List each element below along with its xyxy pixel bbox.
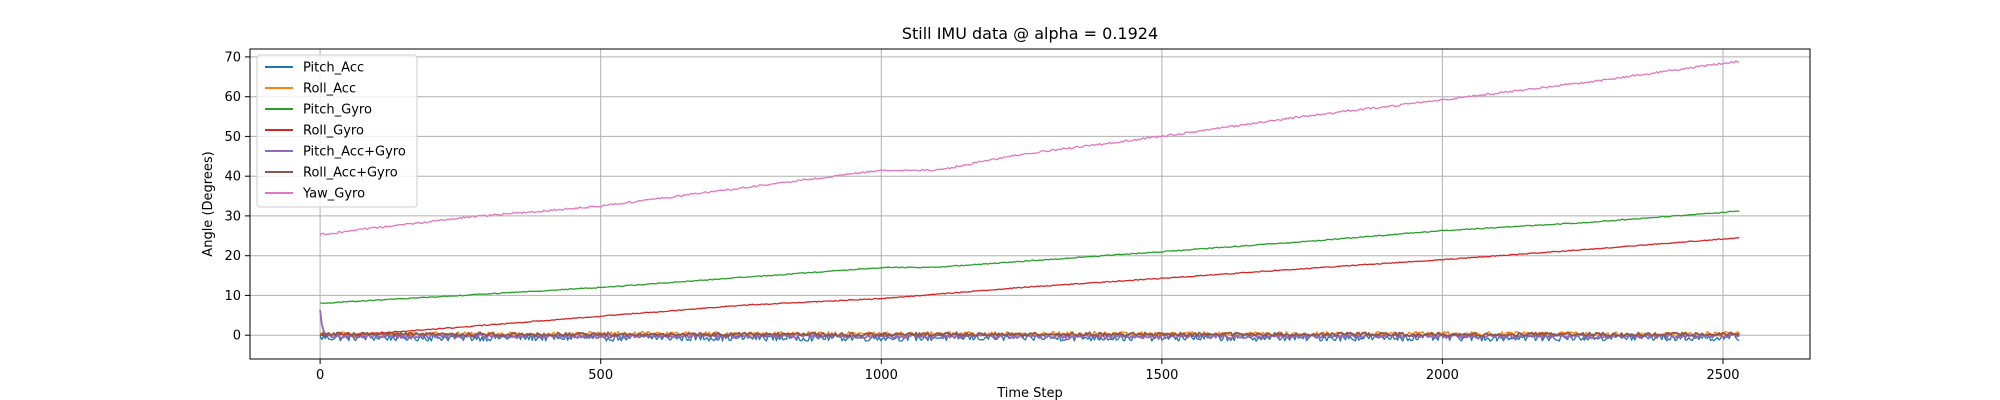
- series-line-pitch-gyro: [320, 210, 1740, 305]
- y-axis-label: Angle (Degrees): [201, 151, 216, 256]
- y-tick-label: 30: [224, 209, 241, 224]
- series-line-yaw-gyro: [319, 60, 1740, 236]
- y-tick-label: 50: [224, 130, 241, 145]
- y-tick-label: 10: [224, 289, 241, 304]
- legend-items: Pitch_Acc Roll_Acc Pitch_Gyro Roll_Gyro Pitc…: [265, 61, 406, 202]
- legend-label: Yaw_Gyro: [302, 187, 365, 202]
- legend-label: Roll_Gyro: [303, 124, 364, 139]
- y-tick-label: 20: [224, 249, 241, 264]
- x-axis-label: Time Step: [996, 386, 1063, 400]
- series-lines: [319, 60, 1741, 342]
- legend-label: Pitch_Gyro: [303, 103, 372, 118]
- y-tick-label: 0: [233, 329, 241, 344]
- legend-label: Pitch_Acc+Gyro: [303, 145, 406, 160]
- x-tick-label: 0: [316, 368, 324, 383]
- x-tick-label: 2000: [1426, 368, 1459, 383]
- legend-box: [256, 54, 418, 208]
- legend-label: Pitch_Acc: [303, 61, 364, 76]
- series-line-roll-gyro: [319, 237, 1740, 337]
- x-tick-label: 1000: [865, 368, 898, 383]
- y-tick-label: 70: [224, 50, 241, 65]
- legend-label: Roll_Acc+Gyro: [303, 166, 398, 181]
- legend: Pitch_Acc Roll_Acc Pitch_Gyro Roll_Gyro Pitc…: [256, 54, 418, 208]
- x-tick-label: 1500: [1145, 368, 1178, 383]
- axis-ticks: 0 500 1000 1500 2000 2500 0 10 20 30 40 50 60 70: [224, 50, 1739, 383]
- y-tick-label: 60: [224, 90, 241, 105]
- series-line-roll-acc-gyro: [319, 331, 1741, 338]
- chart-title: Still IMU data @ alpha = 0.1924: [902, 24, 1158, 43]
- plot-frame: [249, 48, 1811, 360]
- legend-label: Roll_Acc: [303, 82, 356, 97]
- y-tick-label: 40: [224, 170, 241, 185]
- x-tick-label: 2500: [1706, 368, 1739, 383]
- x-tick-label: 500: [588, 368, 613, 383]
